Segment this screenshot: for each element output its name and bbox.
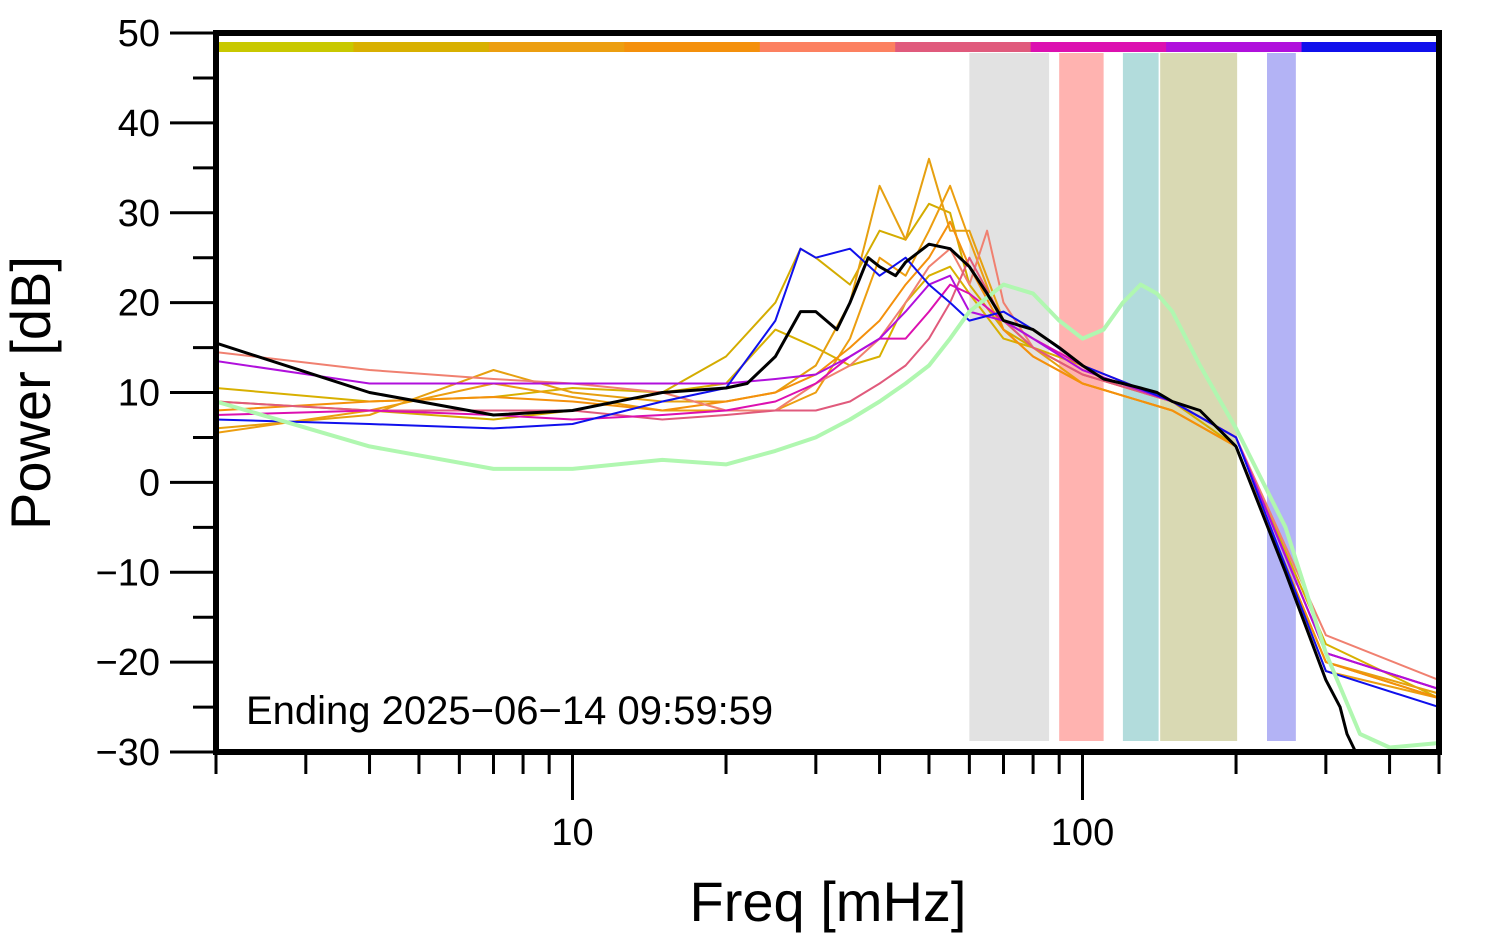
y-tick-label: 50 [118, 13, 160, 55]
spectrum-line-3 [216, 157, 1439, 695]
spectrum-line-6 [216, 229, 1439, 682]
colorbar-segment-9 [1301, 42, 1438, 52]
y-tick-label: 10 [118, 373, 160, 415]
y-tick-label: 40 [118, 103, 160, 145]
colorbar-segment-1 [218, 42, 354, 52]
y-tick-label: −30 [96, 732, 160, 774]
colorbar-segment-4 [624, 42, 761, 52]
spectrum-line-4 [216, 184, 1439, 700]
shaded-bands [969, 53, 1296, 741]
x-tick-label: 10 [551, 812, 593, 854]
colorbar-segment-8 [1166, 42, 1303, 52]
x-tick-label: 100 [1051, 812, 1114, 854]
y-axis: 50 40 30 20 10 0 −10 −20 −30 [96, 13, 216, 774]
colorbar-segment-2 [353, 42, 490, 52]
shaded-band-5 [1266, 53, 1296, 741]
spectrum-line-12 [216, 242, 1358, 752]
x-axis: 10 100 [214, 752, 1441, 854]
shaded-band-1 [969, 53, 1050, 741]
x-axis-title: Freq [mHz] [690, 870, 967, 933]
y-tick-label: −20 [96, 642, 160, 684]
spectrum-line-11 [216, 282, 1439, 750]
y-tick-label: −10 [96, 552, 160, 594]
spectrum-line-7 [216, 256, 1439, 691]
spectrum-line-5 [216, 220, 1439, 700]
colorbar-segment-6 [895, 42, 1032, 52]
shaded-band-2 [1059, 53, 1104, 741]
colorbar-segment-7 [1030, 42, 1167, 52]
colorbar-segment-5 [759, 42, 896, 52]
y-tick-label: 30 [118, 193, 160, 235]
colorbar-segment-3 [488, 42, 625, 52]
spectrum-line-9 [216, 274, 1439, 691]
shaded-band-4 [1160, 53, 1238, 741]
time-colorbar [218, 42, 1438, 52]
spectrum-line-10 [216, 247, 1439, 709]
timestamp-annotation: Ending 2025−06−14 09:59:59 [246, 689, 773, 733]
y-axis-title: Power [dB] [0, 256, 62, 530]
spectra-lines [216, 157, 1439, 752]
y-tick-label: 0 [139, 462, 160, 504]
plot-frame [213, 30, 1442, 755]
y-tick-label: 20 [118, 283, 160, 325]
